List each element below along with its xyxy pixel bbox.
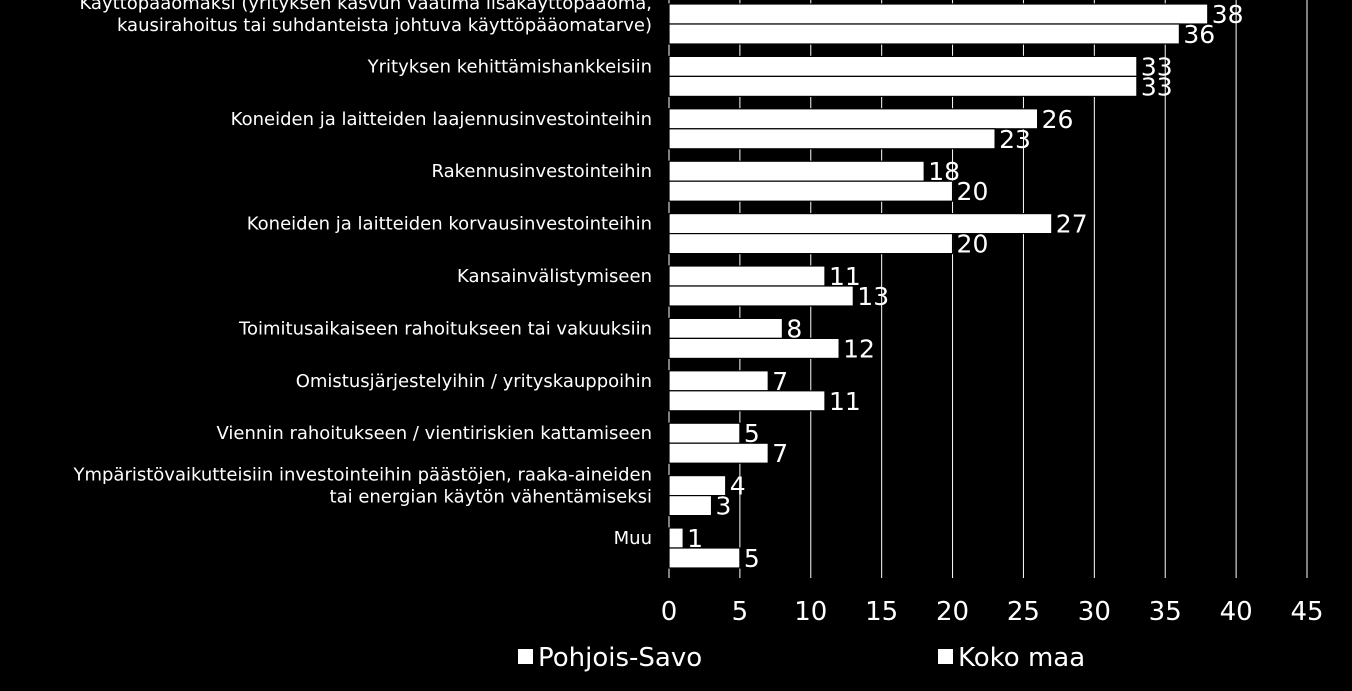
bar-koko-maa bbox=[668, 337, 840, 359]
x-tick-label: 30 bbox=[1078, 597, 1111, 627]
bar-pohjois-savo bbox=[668, 265, 826, 287]
legend: Pohjois-Savo Koko maa bbox=[518, 643, 1085, 673]
data-label: 33 bbox=[1141, 52, 1173, 81]
data-label: 23 bbox=[999, 125, 1031, 154]
data-label: 12 bbox=[843, 334, 875, 363]
data-label: 26 bbox=[1042, 105, 1074, 134]
category-label: Omistusjärjestelyihin / yrityskauppoihin bbox=[296, 371, 652, 392]
category-label: Koneiden ja laitteiden korvausinvestoint… bbox=[247, 214, 652, 235]
legend-label-koko-maa: Koko maa bbox=[958, 643, 1085, 673]
data-label: 13 bbox=[857, 282, 889, 311]
x-tick-label: 0 bbox=[661, 597, 678, 627]
bar-koko-maa bbox=[668, 442, 769, 464]
bar-koko-maa bbox=[668, 75, 1138, 98]
x-tick-label: 5 bbox=[732, 597, 749, 627]
data-label: 5 bbox=[744, 544, 760, 573]
category-label: Viennin rahoitukseen / vientiriskien kat… bbox=[217, 423, 652, 444]
legend-label-pohjois-savo: Pohjois-Savo bbox=[538, 643, 702, 673]
bar-koko-maa bbox=[668, 390, 826, 412]
data-label: 7 bbox=[772, 439, 788, 468]
category-labels: Käyttöpääomaksi (yrityksen kasvun vaatim… bbox=[72, 0, 652, 549]
category-label: Koneiden ja laitteiden laajennusinvestoi… bbox=[231, 109, 652, 130]
legend-swatch-pohjois-savo bbox=[518, 649, 533, 664]
bar-pohjois-savo bbox=[668, 422, 741, 444]
bar-pohjois-savo bbox=[668, 108, 1039, 130]
category-label: kausirahoitus tai suhdanteista johtuva k… bbox=[117, 15, 652, 36]
category-label: Ympäristövaikutteisiin investointeihin p… bbox=[72, 465, 652, 486]
data-label: 11 bbox=[829, 387, 861, 416]
data-label: 7 bbox=[772, 367, 788, 396]
category-label: Käyttöpääomaksi (yrityksen kasvun vaatim… bbox=[79, 0, 652, 14]
bar-pohjois-savo bbox=[668, 160, 925, 182]
category-label: Toimitusaikaiseen rahoitukseen tai vakuu… bbox=[238, 318, 652, 339]
category-label: Muu bbox=[614, 528, 652, 549]
bar-koko-maa bbox=[668, 23, 1180, 45]
x-tick-label: 25 bbox=[1007, 597, 1040, 627]
x-tick-label: 35 bbox=[1149, 597, 1182, 627]
x-tick-label: 15 bbox=[865, 597, 898, 627]
data-label: 8 bbox=[786, 314, 802, 343]
data-label: 20 bbox=[957, 230, 989, 259]
data-label: 27 bbox=[1056, 210, 1088, 239]
data-label: 1 bbox=[687, 524, 703, 553]
bar-koko-maa bbox=[668, 128, 996, 150]
category-label: Kansainvälistymiseen bbox=[457, 266, 652, 287]
bar-koko-maa bbox=[668, 180, 954, 202]
category-label: tai energian käytön vähentämiseksi bbox=[330, 487, 652, 508]
bar-pohjois-savo bbox=[668, 55, 1138, 78]
bar-pohjois-savo bbox=[668, 213, 1053, 235]
bar-koko-maa bbox=[668, 547, 741, 569]
legend-swatch-koko-maa bbox=[938, 649, 953, 664]
data-label: 5 bbox=[744, 419, 760, 448]
bar-koko-maa bbox=[668, 233, 954, 255]
bar-koko-maa bbox=[668, 285, 854, 307]
x-tick-label: 10 bbox=[794, 597, 827, 627]
x-axis-tick-labels: 0 5 10 15 20 25 30 35 40 45 bbox=[661, 597, 1324, 627]
bar-pohjois-savo bbox=[668, 370, 769, 392]
data-label: 4 bbox=[730, 472, 746, 501]
data-label: 20 bbox=[957, 177, 989, 206]
data-label: 3 bbox=[716, 492, 732, 521]
data-label: 38 bbox=[1212, 0, 1244, 29]
category-label: Yrityksen kehittämishankkeisiin bbox=[367, 56, 652, 77]
data-label: 36 bbox=[1183, 20, 1215, 49]
category-label: Rakennusinvestointeihin bbox=[431, 161, 652, 182]
data-label: 33 bbox=[1141, 72, 1173, 101]
x-tick-label: 45 bbox=[1290, 597, 1323, 627]
bar-pohjois-savo bbox=[668, 3, 1209, 25]
x-tick-label: 20 bbox=[936, 597, 969, 627]
bar-pohjois-savo bbox=[668, 317, 784, 339]
bar-pohjois-savo bbox=[668, 527, 684, 549]
bar-koko-maa bbox=[668, 495, 713, 517]
x-tick-label: 40 bbox=[1220, 597, 1253, 627]
